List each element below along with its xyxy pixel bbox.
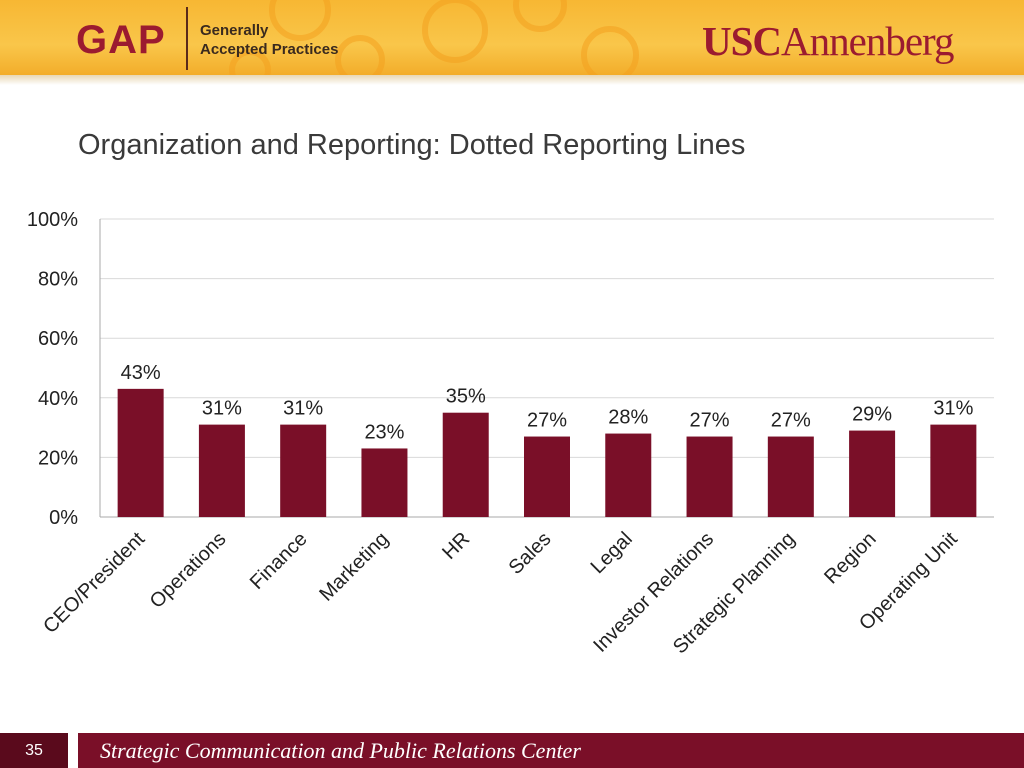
header-swirl-pattern <box>229 0 639 75</box>
x-tick-label: Region <box>820 528 880 588</box>
page-number-gap <box>68 733 78 768</box>
data-label: 43% <box>121 362 161 384</box>
data-label: 35% <box>446 386 486 408</box>
y-tick-label: 80% <box>38 269 78 291</box>
bar <box>767 436 814 517</box>
usc-logo-text: USC <box>702 18 782 64</box>
data-label: 27% <box>527 410 567 432</box>
data-label: 31% <box>283 398 323 420</box>
header-shadow <box>0 75 1024 85</box>
data-label: 28% <box>608 407 648 429</box>
page-number: 35 <box>0 733 68 768</box>
gap-subtitle-line2: Accepted Practices <box>200 41 339 58</box>
data-label: 23% <box>364 421 404 443</box>
data-label: 31% <box>933 398 973 420</box>
bar <box>280 424 327 517</box>
gap-logo: GAP <box>76 18 166 62</box>
bar <box>605 433 652 517</box>
y-tick-label: 40% <box>38 388 78 410</box>
footer-text: Strategic Communication and Public Relat… <box>100 738 581 763</box>
data-label: 29% <box>852 404 892 426</box>
y-tick-label: 100% <box>27 209 78 231</box>
x-tick-label: Finance <box>246 528 312 594</box>
bar <box>524 436 570 517</box>
bar <box>849 430 896 517</box>
x-tick-label: CEO/President <box>39 528 149 638</box>
x-tick-label: Operations <box>146 528 231 613</box>
footer-bar <box>0 733 1024 768</box>
gap-subtitle-line1: Generally <box>200 22 269 39</box>
bar <box>442 412 489 517</box>
x-tick-label: Legal <box>587 528 637 578</box>
usc-annenberg-logo: USCAnnenberg <box>702 18 954 64</box>
data-label: 27% <box>690 410 730 432</box>
bar <box>198 424 245 517</box>
header-banner: GAP Generally Accepted Practices USCAnne… <box>0 0 1024 75</box>
y-tick-label: 60% <box>38 328 78 350</box>
gap-subtitle: Generally Accepted Practices <box>200 21 338 59</box>
x-tick-label: HR <box>438 528 474 564</box>
bar <box>686 436 733 517</box>
data-label: 31% <box>202 398 242 420</box>
logo-divider <box>186 7 188 70</box>
x-tick-label: Sales <box>505 528 556 579</box>
bar <box>930 424 977 517</box>
y-tick-label: 0% <box>49 507 78 529</box>
bar <box>117 388 164 517</box>
slide-title: Organization and Reporting: Dotted Repor… <box>78 129 746 161</box>
bar <box>361 448 408 517</box>
x-tick-label: Marketing <box>315 528 393 606</box>
data-label: 27% <box>771 410 811 432</box>
annenberg-logo-text: Annenberg <box>781 18 954 64</box>
y-tick-label: 20% <box>38 447 78 469</box>
bar-chart: 0% 20% 40% 60% 80% 100% 43% CEO/President 31% Ope… <box>27 209 994 658</box>
